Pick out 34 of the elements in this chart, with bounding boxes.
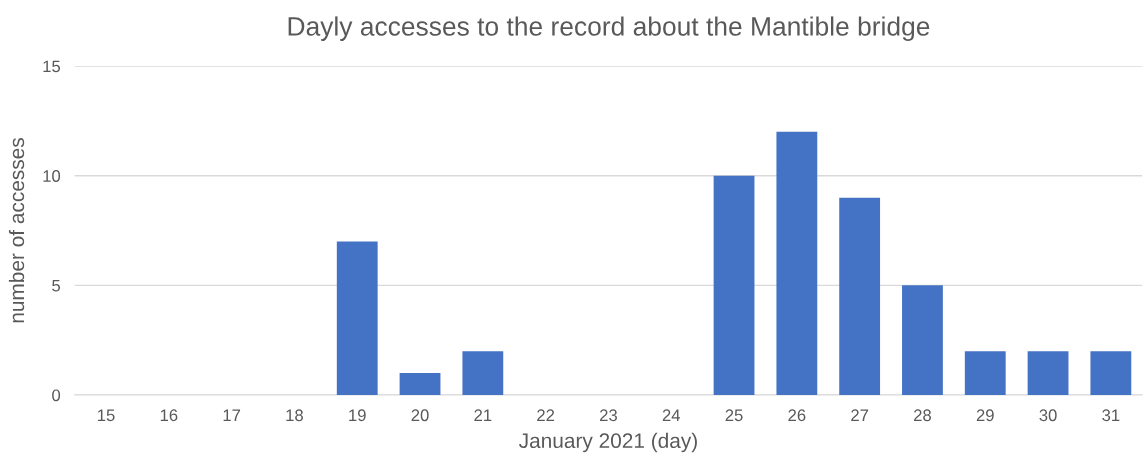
bar xyxy=(776,131,818,396)
y-tick-label: 10 xyxy=(43,170,61,182)
x-tick-label: 27 xyxy=(851,409,869,421)
y-tick-label: 0 xyxy=(52,389,61,402)
bar xyxy=(336,241,378,396)
bar xyxy=(964,351,1006,396)
x-tick-label: 30 xyxy=(1039,409,1057,422)
x-tick-label: 31 xyxy=(1102,409,1120,422)
x-tick-label: 28 xyxy=(914,409,931,422)
x-tick-label: 15 xyxy=(98,409,115,422)
bar xyxy=(1027,351,1069,396)
y-tick-label: 5 xyxy=(52,279,61,292)
bar xyxy=(839,197,881,396)
x-tick-label: 20 xyxy=(411,409,429,422)
y-axis-title: number of accesses xyxy=(8,138,25,323)
x-tick-label: 26 xyxy=(788,409,806,422)
x-tick-label: 21 xyxy=(474,409,492,421)
x-tick-label: 22 xyxy=(537,409,555,421)
x-tick-label: 16 xyxy=(160,409,178,422)
bar xyxy=(1090,351,1132,396)
x-axis-title: January 2021 (day) xyxy=(519,432,697,453)
x-tick-label: 19 xyxy=(349,409,366,422)
x-tick-label: 17 xyxy=(223,409,241,421)
y-tick-label: 15 xyxy=(43,60,61,73)
bar xyxy=(399,373,441,396)
x-tick-label: 29 xyxy=(976,409,994,422)
chart-title: Dayly accesses to the record about the Mantible bridge xyxy=(288,16,930,41)
bar xyxy=(462,351,504,396)
x-tick-label: 23 xyxy=(600,409,617,422)
bar xyxy=(713,175,755,396)
x-tick-label: 24 xyxy=(662,409,681,421)
x-tick-label: 18 xyxy=(286,409,303,422)
x-tick-label: 25 xyxy=(725,409,743,422)
bar xyxy=(902,285,943,396)
